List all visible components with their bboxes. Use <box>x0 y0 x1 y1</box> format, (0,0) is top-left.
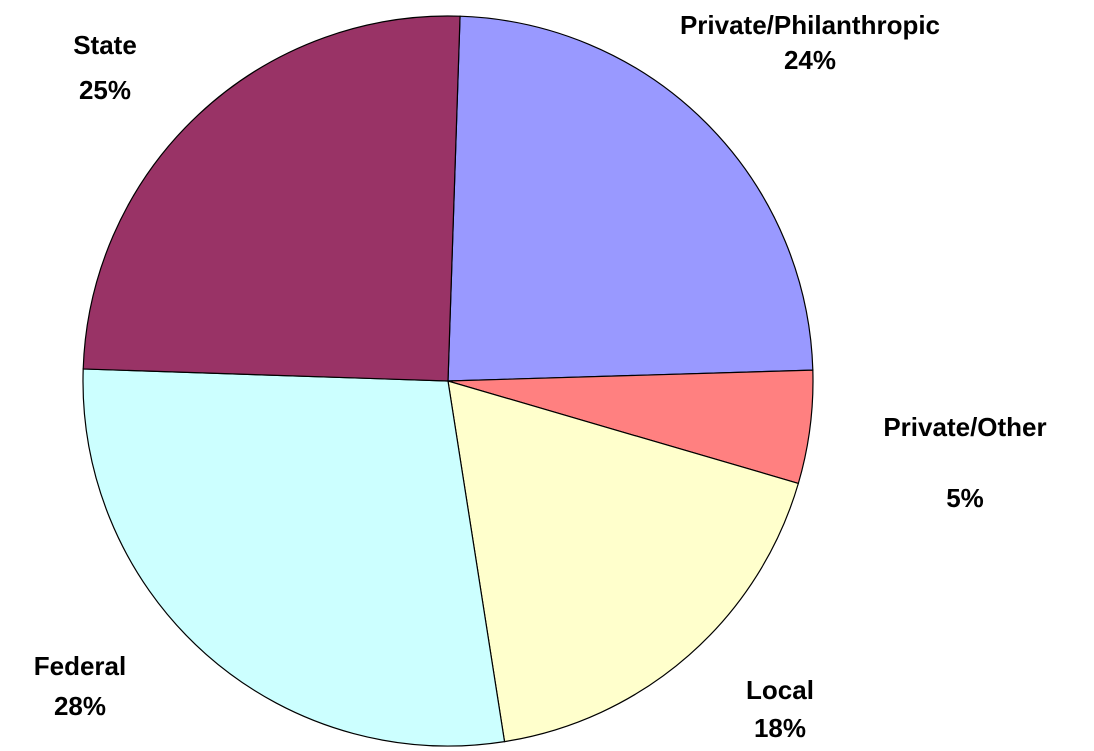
slice-name: Private/Philanthropic <box>679 10 941 40</box>
slice-percent: 28% <box>53 691 107 721</box>
slice-label-federal: Federal 28% <box>5 646 155 726</box>
slice-percent: 24% <box>783 45 837 75</box>
slice-name: Local <box>746 675 814 705</box>
pie-slice-local <box>447 380 800 743</box>
slice-name: Federal <box>33 651 127 681</box>
pie-slice-private-philanthropic <box>447 15 814 382</box>
slice-percent: 5% <box>946 483 984 513</box>
slice-name: State <box>73 30 137 60</box>
slice-label-private-philanthropic: Private/Philanthropic 24% <box>615 8 1005 78</box>
pie-slice-state <box>82 15 461 382</box>
pie-slices <box>82 15 814 747</box>
slice-percent: 25% <box>78 75 132 105</box>
slice-percent: 18% <box>753 713 807 743</box>
slice-name: Private/Other <box>883 412 1047 442</box>
pie-slice-federal <box>82 368 506 747</box>
slice-label-local: Local 18% <box>700 671 860 747</box>
slice-label-private-other: Private/Other 5% <box>840 409 1090 516</box>
slice-label-state: State 25% <box>40 23 170 113</box>
